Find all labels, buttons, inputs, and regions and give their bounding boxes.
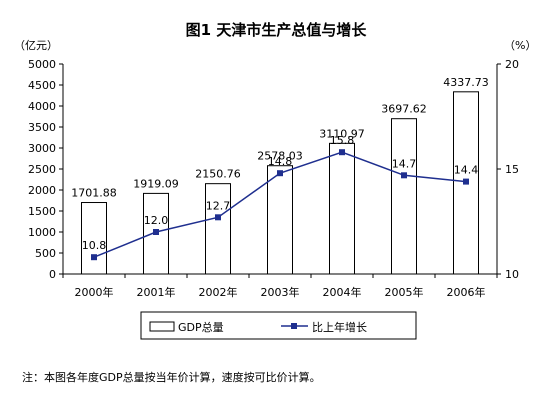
bar (453, 91, 479, 275)
legend-bar-swatch (149, 321, 175, 332)
legend-line-marker (291, 323, 297, 329)
bar-value-label: 3110.97 (319, 127, 365, 140)
x-tick-label: 2004年 (323, 285, 362, 299)
left-tick-label: 3000 (28, 142, 56, 155)
x-tick-label: 2001年 (137, 285, 176, 299)
bar-value-label: 2150.76 (195, 168, 241, 181)
growth-value-label: 14.8 (268, 155, 293, 168)
right-tick-label: 15 (505, 163, 519, 176)
chart-title: 图1 天津市生产总值与增长 (186, 21, 368, 39)
bar (329, 142, 355, 275)
growth-point (339, 149, 345, 156)
left-tick-label: 3500 (28, 121, 56, 134)
bar (205, 183, 231, 275)
left-tick-label: 2000 (28, 184, 56, 197)
left-tick-label: 1500 (28, 205, 56, 218)
bar (267, 165, 293, 275)
growth-point (215, 214, 221, 221)
x-tick-label: 2006年 (447, 285, 486, 299)
legend-label-gdp: GDP总量 (178, 320, 224, 334)
legend-frame (140, 311, 417, 340)
growth-value-label: 10.8 (82, 239, 107, 252)
growth-point (401, 172, 407, 179)
legend-label-growth: 比上年增长 (312, 320, 367, 334)
left-tick-label: 4500 (28, 79, 56, 92)
growth-point (91, 254, 97, 261)
growth-value-label: 15.8 (330, 134, 355, 147)
legend: GDP总量 比上年增长 (140, 311, 417, 340)
left-tick-label: 4000 (28, 100, 56, 113)
x-tick-label: 2003年 (261, 285, 300, 299)
growth-value-label: 12.7 (206, 199, 231, 212)
bar (81, 202, 107, 275)
growth-point (277, 170, 283, 177)
right-tick-label: 10 (505, 268, 519, 281)
x-tick-label: 2005年 (385, 285, 424, 299)
left-axis-unit: （亿元） (14, 39, 58, 52)
plot-area: 0 500 1000 1500 2000 2500 3000 3500 4000 4500 5000… (28, 58, 519, 299)
right-tick-label: 20 (505, 58, 519, 71)
left-tick-label: 5000 (28, 58, 56, 71)
bar-value-label: 1919.09 (133, 177, 179, 190)
bar-value-label: 1701.88 (71, 187, 117, 200)
right-axis-unit: （%） (504, 39, 536, 52)
bar (391, 118, 417, 275)
growth-point (463, 178, 469, 185)
bar-value-label: 4337.73 (443, 76, 489, 89)
growth-point (153, 229, 159, 235)
growth-value-label: 14.4 (454, 164, 479, 177)
left-tick-label: 0 (49, 268, 56, 281)
growth-value-label: 14.7 (392, 157, 417, 170)
left-tick-label: 2500 (28, 163, 56, 176)
bar-value-label: 3697.62 (381, 103, 427, 116)
x-tick-label: 2000年 (75, 285, 114, 299)
left-tick-label: 500 (35, 247, 56, 260)
footnote: 注：本图各年度GDP总量按当年价计算，速度按可比价计算。 (22, 371, 321, 384)
left-tick-label: 1000 (28, 226, 56, 239)
x-tick-label: 2002年 (199, 285, 238, 299)
growth-value-label: 12.0 (144, 214, 169, 227)
bar-value-label: 2578.03 (257, 150, 303, 163)
